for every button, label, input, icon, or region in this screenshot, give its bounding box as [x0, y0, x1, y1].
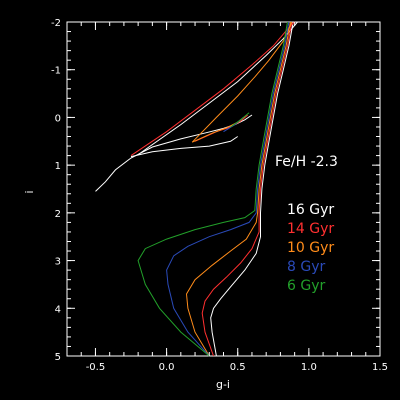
x-tick-label: 1.5 [372, 362, 388, 373]
series-upper-10gyr [191, 21, 293, 143]
y-tick-label: 1 [55, 161, 61, 172]
series-layer [95, 21, 298, 357]
series-agb-16gyr [130, 136, 238, 158]
legend-16gyr: 16 Gyr [287, 202, 334, 218]
series-upper-16gyr [137, 21, 298, 156]
y-tick-label: 3 [55, 257, 61, 268]
y-tick-label: -1 [51, 66, 61, 77]
series-line-14gyr [201, 21, 293, 357]
x-tick-label: -0.5 [86, 362, 106, 373]
legend-14gyr: 14 Gyr [287, 221, 334, 237]
series-line-16gyr [210, 21, 294, 357]
y-tick-label: 4 [55, 304, 61, 315]
series-line-6gyr [137, 21, 288, 357]
y-tick-label: 5 [55, 352, 61, 363]
series-upper-14gyr [130, 21, 295, 157]
series-line-8gyr [166, 21, 290, 357]
y-tick-label: 2 [55, 209, 61, 220]
x-tick-label: 1.0 [301, 362, 317, 373]
y-axis-label: i [23, 190, 36, 193]
tick-layer: -0.5 0.0 0.5 1.0 1.5 -2 -1 0 1 2 3 4 5 [51, 18, 388, 373]
legend-8gyr: 8 Gyr [287, 259, 325, 275]
y-tick-label: 0 [55, 113, 61, 124]
legend-10gyr: 10 Gyr [287, 240, 334, 256]
y-tick-label: -2 [51, 18, 61, 29]
series-branch-6gyr [230, 112, 250, 128]
x-tick-label: 0.0 [159, 362, 175, 373]
x-axis-label: g-i [216, 378, 230, 391]
x-tick-label: 0.5 [230, 362, 246, 373]
series-line-10gyr [185, 21, 291, 357]
metallicity-annotation: Fe/H -2.3 [275, 154, 338, 170]
legend-6gyr: 6 Gyr [287, 278, 325, 294]
